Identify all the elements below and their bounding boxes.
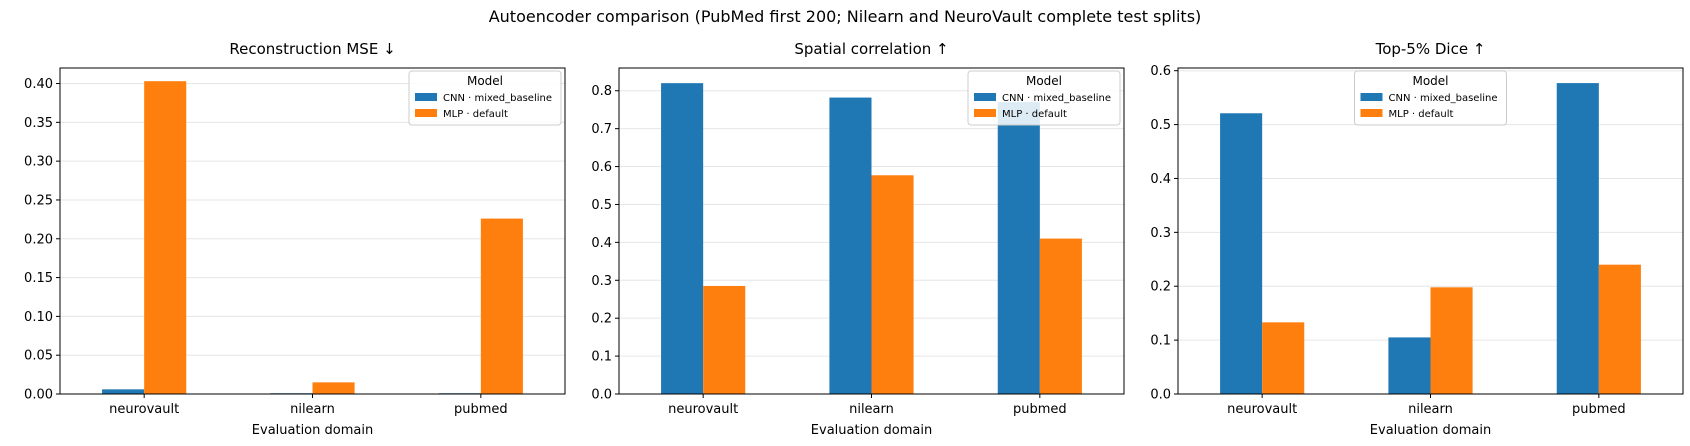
legend: Model CNN · mixed_baseline MLP · default [967, 70, 1121, 126]
bar-mlp-nilearn [312, 382, 355, 394]
plot-frame [618, 67, 1125, 395]
y-tick-label: 0.5 [1150, 118, 1171, 133]
y-tick-label: 0.00 [24, 388, 53, 403]
legend-swatch-mlp [1360, 109, 1383, 117]
plot-frame [59, 67, 566, 395]
chart-panel-3: neurovault nilearn pubmed 0.0 0.1 0.2 0.3 0.4 0.… [1150, 40, 1684, 438]
bar-mlp-pubmed [1598, 264, 1641, 394]
legend-swatch-cnn [974, 93, 996, 101]
legend-title: Model [1026, 74, 1062, 88]
bar-cnn-pubmed [997, 102, 1040, 395]
y-tick-label: 0.0 [1150, 388, 1171, 403]
y-tick-label: 0.2 [591, 312, 612, 327]
legend-swatch-cnn [1360, 93, 1383, 101]
y-tick-label: 0.6 [1150, 64, 1171, 79]
legend-label-mlp: MLP · default [1002, 109, 1067, 120]
bar-cnn-neurovault [661, 83, 704, 395]
legend-label-mlp: MLP · default [1389, 109, 1454, 120]
y-tick-label: 0.05 [24, 349, 53, 364]
legend-label-cnn: CNN · mixed_baseline [1002, 93, 1111, 104]
x-tick-label: nilearn [849, 402, 894, 417]
legend: Model CNN · mixed_baseline MLP · default [408, 70, 562, 126]
chart-title: Top-5% Dice ↑ [1375, 40, 1486, 58]
y-tick-label: 0.35 [24, 116, 53, 131]
bar-mlp-neurovault [144, 81, 187, 394]
x-tick-label: nilearn [1408, 402, 1453, 417]
legend-label-cnn: CNN · mixed_baseline [443, 93, 552, 104]
x-tick-label: nilearn [290, 402, 335, 417]
y-tick-label: 0.4 [591, 236, 612, 251]
y-tick-label: 0.8 [591, 84, 612, 99]
bar-mlp-pubmed [1039, 238, 1082, 394]
x-tick-label: pubmed [454, 402, 508, 417]
x-axis-label: Evaluation domain [811, 423, 932, 438]
y-tick-label: 0.40 [24, 77, 53, 92]
y-tick-label: 0.10 [24, 310, 53, 325]
bar-cnn-neurovault [102, 389, 145, 394]
y-tick-label: 0.1 [591, 350, 612, 365]
chart-panel-1: neurovault nilearn pubmed 0.00 0.05 0.10 0.15 0… [24, 40, 566, 438]
legend-label-cnn: CNN · mixed_baseline [1389, 93, 1498, 104]
y-tick-label: 0.20 [24, 232, 53, 247]
x-axis-label: Evaluation domain [1370, 423, 1491, 438]
bar-mlp-pubmed [480, 218, 523, 394]
y-tick-label: 0.3 [591, 274, 612, 289]
x-axis-label: Evaluation domain [252, 423, 373, 438]
x-tick-label: neurovault [668, 402, 738, 417]
y-tick-label: 0.3 [1150, 226, 1171, 241]
x-tick-label: neurovault [1227, 402, 1297, 417]
bar-mlp-neurovault [1262, 322, 1305, 394]
legend-label-mlp: MLP · default [443, 109, 508, 120]
legend-swatch-cnn [415, 93, 437, 101]
y-tick-label: 0.1 [1150, 334, 1171, 349]
x-tick-label: neurovault [109, 402, 179, 417]
y-tick-label: 0.2 [1150, 280, 1171, 295]
chart-title: Reconstruction MSE ↓ [229, 40, 395, 58]
plot-frame [1177, 67, 1684, 395]
bar-cnn-nilearn [1388, 337, 1431, 394]
bar-mlp-nilearn [871, 175, 914, 394]
legend-swatch-mlp [415, 109, 437, 117]
legend-box [967, 70, 1121, 126]
legend: Model CNN · mixed_baseline MLP · default [1354, 70, 1507, 126]
bar-mlp-nilearn [1430, 287, 1473, 394]
legend-box [1354, 70, 1507, 126]
chart-panel-2: neurovault nilearn pubmed 0.0 0.1 0.2 0.3 0.4 0.… [591, 40, 1125, 438]
y-tick-label: 0.7 [591, 122, 612, 137]
y-tick-label: 0.0 [591, 388, 612, 403]
bar-mlp-neurovault [703, 285, 746, 394]
legend-swatch-mlp [974, 109, 996, 117]
bar-cnn-pubmed [1556, 83, 1599, 395]
y-tick-label: 0.25 [24, 193, 53, 208]
figure-suptitle: Autoencoder comparison (PubMed first 200… [489, 7, 1202, 26]
bar-cnn-nilearn [829, 97, 872, 394]
x-tick-label: pubmed [1572, 402, 1626, 417]
y-tick-label: 0.6 [591, 160, 612, 175]
y-tick-label: 0.15 [24, 271, 53, 286]
y-tick-label: 0.4 [1150, 172, 1171, 187]
x-tick-label: pubmed [1013, 402, 1067, 417]
bar-cnn-neurovault [1220, 113, 1263, 394]
chart-title: Spatial correlation ↑ [794, 40, 948, 58]
y-tick-label: 0.5 [591, 198, 612, 213]
legend-title: Model [1412, 74, 1448, 88]
legend-box [408, 70, 562, 126]
legend-title: Model [467, 74, 503, 88]
y-tick-label: 0.30 [24, 155, 53, 170]
